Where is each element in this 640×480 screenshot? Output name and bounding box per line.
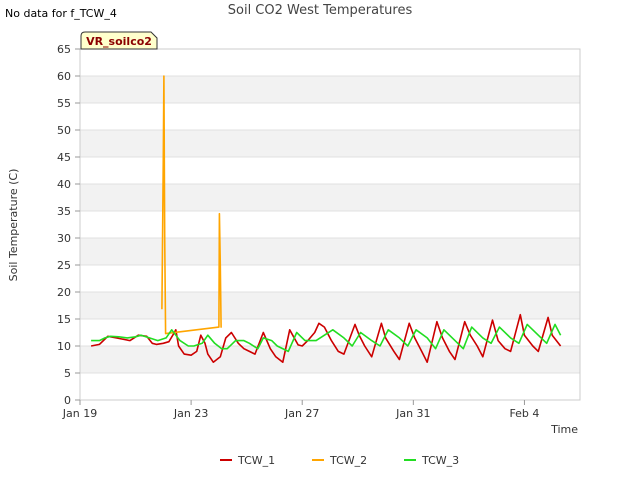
plot-band	[80, 292, 580, 319]
plot-band	[80, 346, 580, 373]
legend-label: TCW_3	[421, 454, 459, 467]
y-tick-label: 5	[64, 367, 71, 380]
plot-band	[80, 184, 580, 211]
y-tick-label: 60	[57, 70, 71, 83]
series-line-tcw-2	[161, 75, 222, 335]
y-tick-label: 30	[57, 232, 71, 245]
plot-bands	[80, 76, 580, 373]
station-badge-label: VR_soilco2	[86, 35, 152, 48]
y-tick-label: 50	[57, 124, 71, 137]
x-tick-label: Jan 27	[284, 407, 319, 420]
series-lines	[90, 75, 562, 364]
chart-title: Soil CO2 West Temperatures	[227, 3, 413, 18]
plot-band	[80, 76, 580, 103]
no-data-note: No data for f_TCW_4	[5, 7, 117, 20]
y-tick-label: 10	[57, 340, 71, 353]
series-line-tcw-3	[91, 323, 562, 353]
y-tick-label: 40	[57, 178, 71, 191]
legend-label: TCW_1	[237, 454, 275, 467]
y-tick-label: 0	[64, 394, 71, 407]
y-tick-label: 45	[57, 151, 71, 164]
y-tick-label: 25	[57, 259, 71, 272]
y-tick-label: 55	[57, 97, 71, 110]
y-tick-label: 20	[57, 286, 71, 299]
x-ticks: Jan 19 Jan 23 Jan 27 Jan 31 Feb 4	[62, 400, 539, 420]
y-tick-label: 65	[57, 43, 71, 56]
plot-band	[80, 238, 580, 265]
x-tick-label: Jan 19	[62, 407, 97, 420]
legend: TCW_1 TCW_2 TCW_3	[220, 454, 459, 467]
y-tick-label: 35	[57, 205, 71, 218]
plot-band	[80, 130, 580, 157]
station-badge: VR_soilco2	[80, 31, 158, 50]
y-tick-label: 15	[57, 313, 71, 326]
axes	[79, 48, 581, 401]
x-tick-label: Feb 4	[509, 407, 539, 420]
legend-label: TCW_2	[329, 454, 367, 467]
x-axis-label: Time	[550, 423, 578, 436]
x-tick-label: Jan 31	[395, 407, 430, 420]
y-axis-label: Soil Temperature (C)	[7, 169, 20, 282]
x-tick-label: Jan 23	[173, 407, 208, 420]
y-ticks: 0 5 10 15 20 25 30 35 40 45 50 55 60 65	[57, 43, 80, 407]
plot-frame	[79, 48, 581, 401]
